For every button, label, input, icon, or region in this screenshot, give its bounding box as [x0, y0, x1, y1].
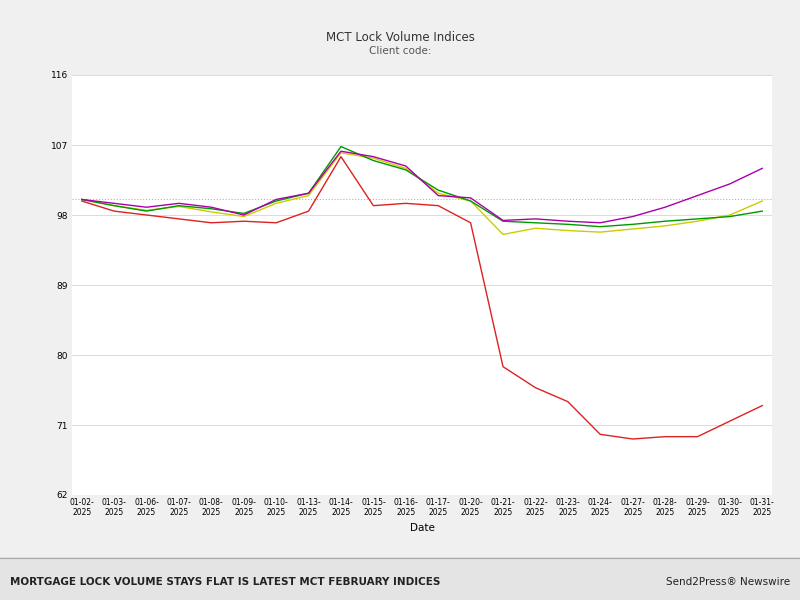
Total — [336, 149, 346, 157]
Rate/Term — [628, 436, 638, 443]
Total — [239, 213, 249, 220]
Cash Out — [466, 197, 475, 205]
Rate/Term — [466, 219, 475, 226]
Total — [369, 155, 378, 162]
Purchase — [628, 213, 638, 220]
Cash Out — [401, 166, 410, 173]
Rate/Term — [595, 431, 605, 438]
Cash Out — [595, 223, 605, 230]
Cash Out — [530, 219, 540, 226]
Text: Client code:: Client code: — [369, 46, 431, 56]
Purchase — [466, 194, 475, 202]
Legend: Total, Purchase, Rate/Term, Cash Out: Total, Purchase, Rate/Term, Cash Out — [282, 573, 562, 589]
Text: MCT Lock Volume Indices: MCT Lock Volume Indices — [326, 31, 474, 44]
Purchase — [660, 203, 670, 211]
Line: Total: Total — [82, 153, 762, 235]
Total — [401, 165, 410, 172]
Purchase — [758, 165, 767, 172]
Rate/Term — [271, 219, 281, 226]
Cash Out — [336, 143, 346, 150]
Cash Out — [239, 210, 249, 217]
Purchase — [369, 153, 378, 160]
Total — [595, 229, 605, 236]
Purchase — [77, 196, 86, 203]
Purchase — [498, 217, 508, 224]
Purchase — [304, 190, 314, 197]
Line: Purchase: Purchase — [82, 151, 762, 223]
Total — [110, 202, 119, 209]
Purchase — [563, 218, 573, 225]
Rate/Term — [725, 418, 734, 425]
Rate/Term — [110, 208, 119, 215]
Cash Out — [758, 208, 767, 215]
Purchase — [239, 211, 249, 218]
Purchase — [271, 196, 281, 203]
Purchase — [142, 203, 151, 211]
Rate/Term — [660, 433, 670, 440]
Rate/Term — [369, 202, 378, 209]
Cash Out — [660, 218, 670, 225]
Purchase — [110, 200, 119, 207]
Cash Out — [498, 218, 508, 225]
Total — [142, 207, 151, 214]
Purchase — [401, 163, 410, 170]
Rate/Term — [77, 197, 86, 205]
Cash Out — [206, 205, 216, 212]
Purchase — [174, 200, 184, 207]
Rate/Term — [693, 433, 702, 440]
Purchase — [434, 192, 443, 199]
Total — [271, 200, 281, 207]
Cash Out — [563, 221, 573, 228]
Rate/Term — [239, 218, 249, 225]
Cash Out — [693, 215, 702, 223]
Rate/Term — [434, 202, 443, 209]
Purchase — [693, 192, 702, 199]
Rate/Term — [206, 219, 216, 226]
Purchase — [336, 148, 346, 155]
Text: Send2Press® Newswire: Send2Press® Newswire — [666, 577, 790, 587]
Total — [758, 197, 767, 205]
Cash Out — [369, 157, 378, 164]
Total — [174, 203, 184, 210]
Rate/Term — [758, 402, 767, 409]
Total — [725, 211, 734, 218]
Rate/Term — [401, 200, 410, 207]
Rate/Term — [563, 398, 573, 405]
Total — [498, 231, 508, 238]
Total — [77, 196, 86, 203]
Cash Out — [628, 221, 638, 228]
Total — [434, 190, 443, 197]
Cash Out — [142, 208, 151, 215]
Text: MORTGAGE LOCK VOLUME STAYS FLAT IS LATEST MCT FEBRUARY INDICES: MORTGAGE LOCK VOLUME STAYS FLAT IS LATES… — [10, 577, 440, 587]
Rate/Term — [304, 208, 314, 215]
Purchase — [595, 219, 605, 226]
Rate/Term — [336, 153, 346, 160]
X-axis label: Date: Date — [410, 523, 434, 533]
Line: Rate/Term: Rate/Term — [82, 157, 762, 439]
Total — [563, 227, 573, 234]
Total — [693, 218, 702, 225]
Cash Out — [77, 196, 86, 203]
Cash Out — [174, 202, 184, 209]
Cash Out — [434, 187, 443, 194]
Total — [304, 192, 314, 199]
Purchase — [725, 180, 734, 187]
Total — [206, 208, 216, 215]
Total — [660, 222, 670, 229]
Purchase — [530, 215, 540, 223]
Cash Out — [725, 213, 734, 220]
Cash Out — [110, 202, 119, 209]
Rate/Term — [174, 215, 184, 223]
Cash Out — [304, 190, 314, 197]
Rate/Term — [142, 211, 151, 218]
Purchase — [206, 203, 216, 211]
Total — [530, 224, 540, 232]
Cash Out — [271, 197, 281, 205]
Rate/Term — [530, 384, 540, 391]
Total — [466, 197, 475, 205]
Total — [628, 226, 638, 233]
Rate/Term — [498, 363, 508, 370]
Line: Cash Out: Cash Out — [82, 146, 762, 227]
